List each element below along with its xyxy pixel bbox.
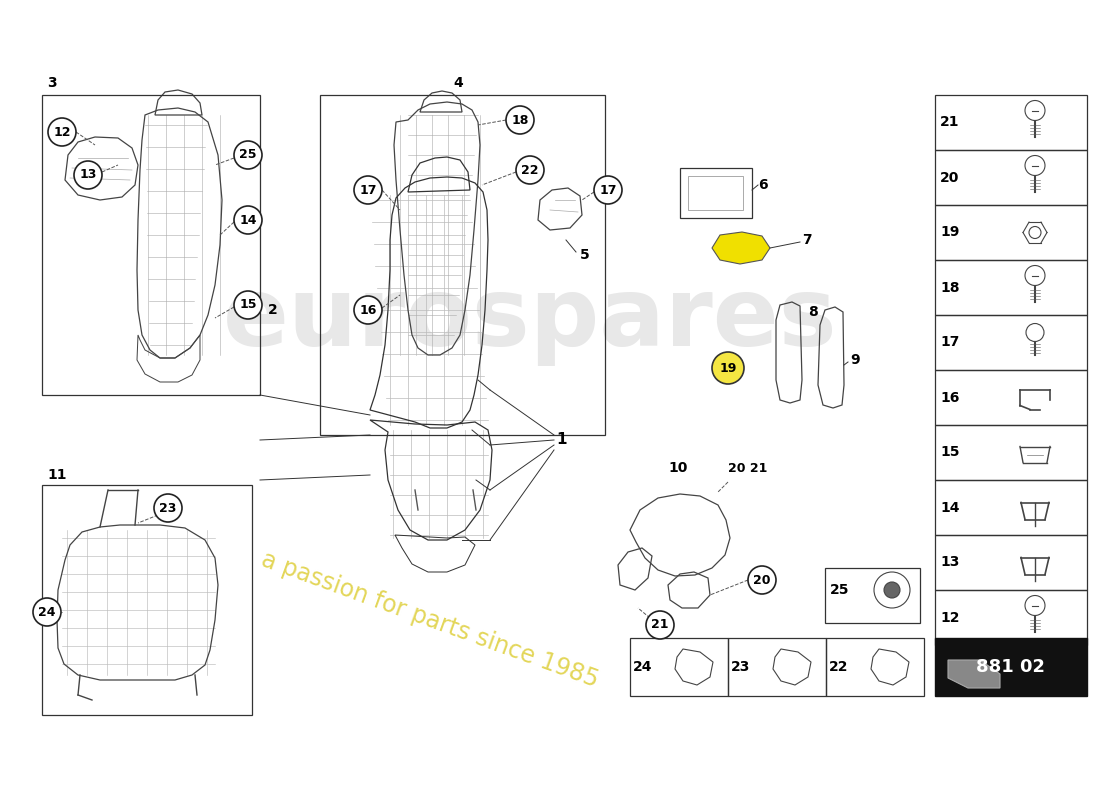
Text: 16: 16 (360, 303, 376, 317)
Text: 3: 3 (47, 76, 56, 90)
Text: 4: 4 (453, 76, 463, 90)
Bar (825, 568, 920, 623)
Text: 7: 7 (802, 233, 812, 247)
Circle shape (234, 141, 262, 169)
Bar (935, 638, 1087, 696)
Polygon shape (948, 660, 1000, 688)
Text: 22: 22 (829, 660, 849, 674)
Text: 14: 14 (940, 501, 959, 514)
Bar (42, 485, 252, 715)
Text: 13: 13 (940, 555, 959, 570)
Text: 21: 21 (651, 618, 669, 631)
Bar (935, 260, 1087, 315)
Text: 12: 12 (53, 126, 70, 138)
Text: 14: 14 (240, 214, 256, 226)
Bar (630, 638, 728, 696)
Bar (935, 590, 1087, 645)
Bar (935, 150, 1087, 205)
Bar (935, 95, 1087, 150)
Circle shape (748, 566, 775, 594)
Text: 25: 25 (830, 583, 849, 597)
Text: 12: 12 (940, 610, 959, 625)
Text: 10: 10 (668, 461, 688, 475)
Text: 20 21: 20 21 (728, 462, 768, 475)
Circle shape (154, 494, 182, 522)
Bar (42, 95, 260, 395)
Text: 24: 24 (634, 660, 652, 674)
Text: 6: 6 (758, 178, 768, 192)
Bar (935, 370, 1087, 425)
Circle shape (516, 156, 544, 184)
Text: 13: 13 (79, 169, 97, 182)
Bar (680, 168, 752, 218)
Text: 18: 18 (512, 114, 529, 126)
Text: eurospares: eurospares (222, 274, 837, 366)
Text: 16: 16 (940, 390, 959, 405)
Text: 15: 15 (940, 446, 959, 459)
Text: 19: 19 (719, 362, 737, 374)
Circle shape (884, 582, 900, 598)
Text: 24: 24 (39, 606, 56, 618)
Text: 19: 19 (940, 226, 959, 239)
Circle shape (712, 352, 744, 384)
Text: 1: 1 (556, 433, 566, 447)
Text: 22: 22 (521, 163, 539, 177)
Text: 17: 17 (360, 183, 376, 197)
Circle shape (506, 106, 534, 134)
Circle shape (74, 161, 102, 189)
Circle shape (646, 611, 674, 639)
Circle shape (354, 296, 382, 324)
Bar (320, 95, 605, 435)
Text: 15: 15 (240, 298, 256, 311)
Text: 17: 17 (600, 183, 617, 197)
Text: 20: 20 (754, 574, 771, 586)
Text: 2: 2 (268, 303, 277, 317)
Circle shape (234, 206, 262, 234)
Circle shape (234, 291, 262, 319)
Text: 18: 18 (940, 281, 959, 294)
Circle shape (594, 176, 621, 204)
Bar (826, 638, 924, 696)
Text: 17: 17 (940, 335, 959, 350)
Circle shape (33, 598, 60, 626)
Text: 21: 21 (940, 115, 959, 130)
Bar (935, 535, 1087, 590)
Text: a passion for parts since 1985: a passion for parts since 1985 (258, 548, 602, 692)
Text: 25: 25 (240, 149, 256, 162)
Text: 8: 8 (808, 305, 817, 319)
Bar (935, 480, 1087, 535)
Bar (935, 425, 1087, 480)
Circle shape (354, 176, 382, 204)
Bar (728, 638, 826, 696)
Text: 23: 23 (160, 502, 177, 514)
Text: 23: 23 (732, 660, 750, 674)
Text: 20: 20 (940, 170, 959, 185)
Bar (688, 176, 742, 210)
Polygon shape (712, 232, 770, 264)
Text: 11: 11 (47, 468, 66, 482)
Circle shape (48, 118, 76, 146)
Bar (935, 205, 1087, 260)
Bar (935, 315, 1087, 370)
Text: 881 02: 881 02 (976, 658, 1045, 676)
Text: 9: 9 (850, 353, 859, 367)
Text: 5: 5 (580, 248, 590, 262)
